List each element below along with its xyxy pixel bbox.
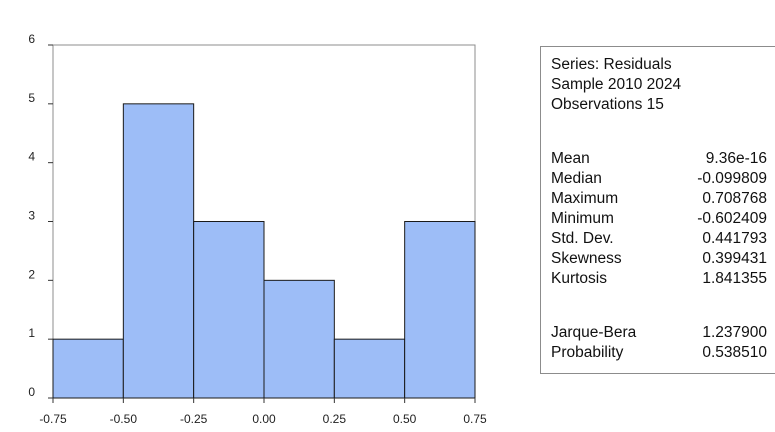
sample-label: Sample 2010 2024 <box>551 76 682 93</box>
x-tick-label: 0.50 <box>393 412 417 426</box>
x-tick-label: 0.75 <box>463 412 487 426</box>
x-tick-label: 0.25 <box>323 412 347 426</box>
x-tick-label: -0.75 <box>39 412 67 426</box>
x-tick-label: -0.50 <box>110 412 138 426</box>
stat-label: Std. Dev. <box>551 230 614 247</box>
histogram-bar <box>333 338 406 399</box>
stat-value: 1.237900 <box>702 324 767 341</box>
bars-layer <box>52 103 476 399</box>
stat-row-skewness: Skewness 0.399431 <box>551 249 767 269</box>
x-tick-label: 0.00 <box>252 412 276 426</box>
stat-value: 1.841355 <box>702 270 767 287</box>
stat-label: Mean <box>551 150 590 167</box>
stat-row-maximum: Maximum 0.708768 <box>551 189 767 209</box>
stat-row-mean: Mean 9.36e-16 <box>551 149 767 169</box>
y-tick-label: 0 <box>28 385 35 399</box>
y-tick-label: 1 <box>28 326 35 340</box>
axes-layer: 0 1 2 3 4 5 6 -0.75 -0.50 -0.25 0.00 0.25 0.50 0.75 <box>28 32 487 426</box>
stat-label: Kurtosis <box>551 270 607 287</box>
stat-label: Probability <box>551 344 624 361</box>
y-tick-label: 6 <box>28 32 35 46</box>
histogram-bar <box>404 221 476 399</box>
stat-row-probability: Probability 0.538510 <box>551 343 767 363</box>
y-tick-label: 3 <box>28 209 35 223</box>
y-tick-label: 4 <box>28 150 35 164</box>
stat-row-std-dev: Std. Dev. 0.441793 <box>551 229 767 249</box>
stat-row-kurtosis: Kurtosis 1.841355 <box>551 269 767 289</box>
stat-row-jarque-bera: Jarque-Bera 1.237900 <box>551 323 767 343</box>
x-tick-label: -0.25 <box>180 412 208 426</box>
y-tick-label: 2 <box>28 267 35 281</box>
stat-label: Median <box>551 170 602 187</box>
stat-row-median: Median -0.099809 <box>551 169 767 189</box>
histogram-chart: 0 1 2 3 4 5 6 -0.75 -0.50 -0.25 0.00 0.25 0.50 0.75 <box>28 32 487 426</box>
observations-label: Observations 15 <box>551 96 664 113</box>
stat-value: 0.708768 <box>702 190 767 207</box>
stat-label: Minimum <box>551 210 614 227</box>
descriptive-statistics-panel: Series: Residuals Sample 2010 2024 Obser… <box>540 46 775 374</box>
stat-value: -0.602409 <box>697 210 767 227</box>
stat-label: Maximum <box>551 190 619 207</box>
series-label: Series: Residuals <box>551 56 672 73</box>
stat-row-minimum: Minimum -0.602409 <box>551 209 767 229</box>
histogram-bar <box>193 221 265 399</box>
histogram-bar <box>122 103 195 399</box>
stat-value: 9.36e-16 <box>705 150 767 167</box>
stat-value: 0.399431 <box>702 250 767 267</box>
y-tick-label: 5 <box>28 91 35 105</box>
histogram-bar <box>263 279 335 399</box>
stat-label: Jarque-Bera <box>551 324 637 341</box>
stat-value: 0.441793 <box>702 230 767 247</box>
stat-label: Skewness <box>551 250 622 267</box>
histogram-bar <box>52 338 124 399</box>
stat-value: 0.538510 <box>702 344 767 361</box>
stat-value: -0.099809 <box>697 170 767 187</box>
